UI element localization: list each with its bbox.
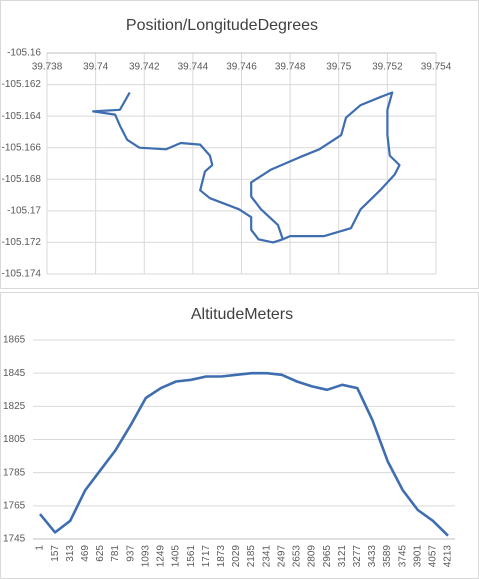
x-tick-label: 2653 (292, 545, 303, 568)
chart-frame (0, 0, 479, 289)
y-tick-label: -105.17 (7, 205, 41, 216)
track-line (92, 91, 401, 244)
y-tick-label: 1805 (3, 434, 26, 445)
x-tick-label: 39.738 (32, 62, 63, 73)
x-tick-label: 3745 (397, 545, 408, 568)
x-tick-label: 1249 (156, 545, 167, 568)
x-tick-label: 2965 (322, 545, 333, 568)
altitude-line (38, 371, 449, 537)
x-tick-label: 4057 (428, 545, 439, 568)
x-tick-label: 469 (80, 545, 91, 562)
chart-title: Position/LongitudeDegrees (126, 17, 318, 34)
x-tick-label: 1405 (171, 545, 182, 568)
x-tick-label: 1 (35, 545, 46, 551)
x-tick-label: 157 (50, 545, 61, 562)
x-tick-label: 39.75 (326, 62, 351, 73)
y-tick-label: -105.174 (2, 269, 42, 280)
x-tick-label: 39.754 (421, 62, 452, 73)
x-tick-label: 1873 (216, 545, 227, 568)
x-tick-label: 39.742 (129, 62, 160, 73)
chart-title: AltitudeMeters (191, 306, 293, 323)
y-tick-label: 1845 (3, 368, 26, 379)
x-tick-label: 1561 (186, 545, 197, 568)
y-tick-label: 1865 (3, 335, 26, 346)
x-tick-label: 39.744 (178, 62, 209, 73)
x-tick-label: 39.74 (83, 62, 108, 73)
y-tick-label: 1765 (3, 500, 26, 511)
x-tick-label: 781 (110, 545, 121, 562)
x-tick-label: 2341 (261, 545, 272, 568)
x-tick-label: 39.752 (372, 62, 403, 73)
x-tick-label: 625 (95, 545, 106, 562)
x-tick-label: 39.746 (226, 62, 257, 73)
x-tick-label: 4213 (443, 545, 454, 568)
y-tick-label: -105.168 (2, 174, 42, 185)
x-tick-label: 2809 (307, 545, 318, 568)
y-tick-label: -105.164 (2, 111, 42, 122)
x-tick-label: 1093 (140, 545, 151, 568)
y-tick-label: -105.162 (2, 79, 42, 90)
y-tick-label: -105.172 (2, 237, 42, 248)
x-tick-label: 3277 (352, 545, 363, 568)
x-tick-label: 39.748 (275, 62, 306, 73)
y-tick-label: 1825 (3, 401, 26, 412)
y-tick-label: -105.16 (7, 48, 41, 59)
y-tick-label: 1745 (3, 534, 26, 545)
x-tick-label: 3121 (337, 545, 348, 568)
x-tick-label: 937 (125, 545, 136, 562)
x-tick-label: 3901 (412, 545, 423, 568)
x-tick-label: 3589 (382, 545, 393, 568)
y-tick-label: -105.166 (2, 142, 42, 153)
x-tick-label: 1717 (201, 545, 212, 568)
x-tick-label: 2029 (231, 545, 242, 568)
x-tick-label: 3433 (367, 545, 378, 568)
x-tick-label: 2185 (246, 545, 257, 568)
x-tick-label: 2497 (276, 545, 287, 568)
chart-frame (0, 292, 479, 579)
x-tick-label: 313 (65, 545, 76, 562)
y-tick-label: 1785 (3, 467, 26, 478)
